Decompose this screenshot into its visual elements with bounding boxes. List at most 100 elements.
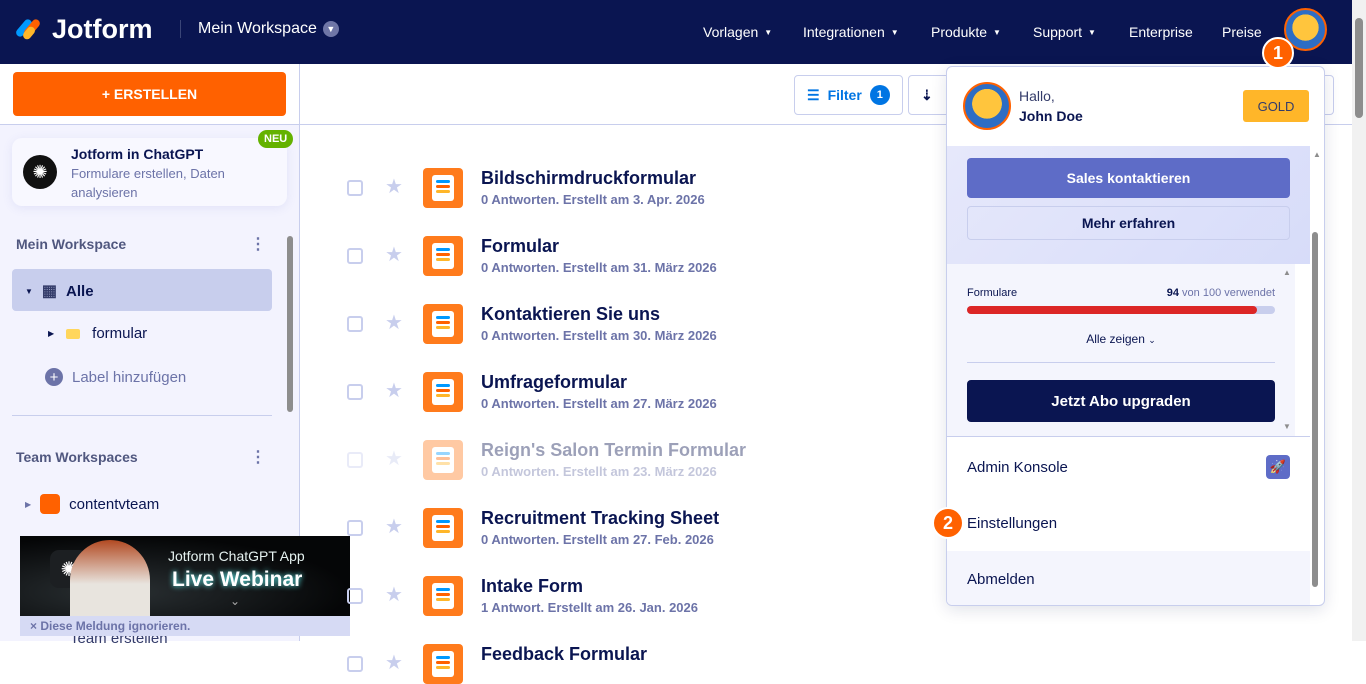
star-icon[interactable]: ★ <box>385 584 403 606</box>
form-row[interactable]: ★ Recruitment Tracking Sheet 0 Antworten… <box>300 478 940 548</box>
my-workspace-heading: Mein Workspace <box>16 236 127 252</box>
nav-produkte[interactable]: Produkte ▼ <box>931 24 1001 40</box>
jotform-logo-icon <box>14 16 42 44</box>
nav-label: Enterprise <box>1129 24 1193 40</box>
form-meta: 0 Antworten. Erstellt am 31. März 2026 <box>481 260 717 275</box>
contact-sales-button[interactable]: Sales kontaktieren <box>967 158 1290 198</box>
show-all-label: Alle zeigen <box>1086 332 1145 346</box>
sidebar-item-alle-bg <box>12 269 272 311</box>
promo-title: Jotform in ChatGPT <box>71 146 204 162</box>
upgrade-button[interactable]: Jetzt Abo upgraden <box>967 380 1275 422</box>
grid-icon: ▦ <box>41 283 58 300</box>
form-icon <box>423 644 463 684</box>
item-label: Label hinzufügen <box>72 368 187 386</box>
star-icon[interactable]: ★ <box>385 652 403 674</box>
item-label: contentvteam <box>69 495 160 513</box>
form-title[interactable]: Intake Form <box>481 576 584 596</box>
star-icon[interactable]: ★ <box>385 516 403 538</box>
form-row[interactable]: ★ Bildschirmdruckformular 0 Antworten. E… <box>300 138 940 208</box>
scroll-up-arrow[interactable]: ▲ <box>1283 268 1291 277</box>
nav-label: Integrationen <box>803 24 885 40</box>
add-label-button[interactable]: + Label hinzufügen <box>45 368 186 386</box>
banner-image: ✺ Jotform ChatGPT App Live Webinar ⌄ <box>20 536 350 616</box>
sidebar-item-formular[interactable]: ▶ formular <box>48 325 147 342</box>
chevron-down-icon: ▼ <box>993 27 1001 37</box>
select-checkbox[interactable] <box>347 452 363 468</box>
form-title[interactable]: Kontaktieren Sie uns <box>481 304 661 324</box>
select-checkbox[interactable] <box>347 180 363 196</box>
select-checkbox[interactable] <box>347 384 363 400</box>
create-button[interactable]: + ERSTELLEN <box>13 72 286 116</box>
sidebar-item-alle[interactable]: ▼ ▦ Alle <box>25 281 94 301</box>
chatgpt-promo-card[interactable]: ✺ Jotform in ChatGPT Formulare erstellen… <box>12 138 287 206</box>
workspace-switcher[interactable]: Mein Workspace ▼ <box>180 20 339 38</box>
select-checkbox[interactable] <box>347 520 363 536</box>
more-options-icon[interactable]: ⋮ <box>250 449 266 466</box>
nav-integrationen[interactable]: Integrationen ▼ <box>803 24 899 40</box>
form-icon <box>423 304 463 344</box>
star-icon[interactable]: ★ <box>385 244 403 266</box>
form-row[interactable]: ★ Formular 0 Antworten. Erstellt am 31. … <box>300 206 940 276</box>
scrollbar-thumb[interactable] <box>1355 18 1363 118</box>
form-title[interactable]: Recruitment Tracking Sheet <box>481 508 720 528</box>
menu-label: Einstellungen <box>967 514 1058 532</box>
filter-button[interactable]: ☰ Filter 1 <box>794 75 903 115</box>
star-icon[interactable]: ★ <box>385 176 403 198</box>
learn-more-button[interactable]: Mehr erfahren <box>967 206 1290 240</box>
star-icon[interactable]: ★ <box>385 380 403 402</box>
select-checkbox[interactable] <box>347 588 363 604</box>
new-badge: NEU <box>258 130 294 148</box>
menu-item-settings[interactable]: Einstellungen <box>947 495 1310 551</box>
nav-support[interactable]: Support ▼ <box>1033 24 1096 40</box>
scroll-down-arrow[interactable]: ▼ <box>1283 422 1291 431</box>
more-options-icon[interactable]: ⋮ <box>250 236 266 253</box>
sidebar-item-contentvteam[interactable]: ▶ contentvteam <box>25 494 159 514</box>
form-meta: 0 Antworten. Erstellt am 27. Feb. 2026 <box>481 532 714 547</box>
sidebar-scrollbar[interactable] <box>287 236 293 412</box>
form-title[interactable]: Feedback Formular <box>481 644 648 664</box>
select-checkbox[interactable] <box>347 656 363 672</box>
star-icon[interactable]: ★ <box>385 448 403 470</box>
nav-preise[interactable]: Preise <box>1222 24 1262 40</box>
dismiss-banner[interactable]: × Diese Meldung ignorieren. <box>20 616 350 636</box>
jotform-logo[interactable]: Jotform <box>14 14 153 45</box>
upgrade-promo: Sales kontaktieren Mehr erfahren <box>947 146 1310 264</box>
divider <box>947 436 1310 437</box>
nav-label: Vorlagen <box>703 24 759 40</box>
form-row[interactable]: ★ Umfrageformular 0 Antworten. Erstellt … <box>300 342 940 412</box>
dropdown-scrollbar[interactable] <box>1312 232 1318 587</box>
banner-line2: Live Webinar <box>172 568 303 591</box>
form-row[interactable]: ★ Intake Form 1 Antwort. Erstellt am 26.… <box>300 546 940 616</box>
brand-name: Jotform <box>52 14 153 44</box>
page-scrollbar[interactable] <box>1352 0 1366 641</box>
banner-line1: Jotform ChatGPT App <box>168 548 305 564</box>
form-row[interactable]: ★ Feedback Formular <box>300 614 940 684</box>
nav-vorlagen[interactable]: Vorlagen ▼ <box>703 24 772 40</box>
select-checkbox[interactable] <box>347 316 363 332</box>
form-title[interactable]: Reign's Salon Termin Formular <box>481 440 746 460</box>
divider <box>967 362 1275 363</box>
divider <box>12 415 272 416</box>
caret-right-icon: ▶ <box>25 499 32 509</box>
sort-icon: ⇣ <box>921 86 933 103</box>
item-label: Alle <box>66 282 94 300</box>
nav-enterprise[interactable]: Enterprise <box>1129 24 1193 40</box>
form-row[interactable]: ★ Kontaktieren Sie uns 0 Antworten. Erst… <box>300 274 940 344</box>
usage-label: Formulare <box>967 287 1018 299</box>
webinar-banner[interactable]: ✺ Jotform ChatGPT App Live Webinar ⌄ × D… <box>20 536 350 636</box>
scroll-up-arrow[interactable]: ▲ <box>1313 150 1321 159</box>
filter-icon: ☰ <box>807 86 820 103</box>
toolbar: ☰ Filter 1 ⇣ <box>300 64 1352 125</box>
form-title[interactable]: Bildschirmdruckformular <box>481 168 697 188</box>
select-checkbox[interactable] <box>347 248 363 264</box>
menu-item-admin-console[interactable]: Admin Konsole 🚀 <box>947 439 1310 495</box>
form-row[interactable]: ★ Reign's Salon Termin Formular 0 Antwor… <box>300 410 940 480</box>
team-icon <box>40 494 61 514</box>
menu-item-logout[interactable]: Abmelden <box>947 551 1310 605</box>
show-all-button[interactable]: Alle zeigen ⌄ <box>947 332 1295 346</box>
form-title[interactable]: Umfrageformular <box>481 372 628 392</box>
user-name: John Doe <box>1019 108 1083 124</box>
star-icon[interactable]: ★ <box>385 312 403 334</box>
chevron-down-icon: ▼ <box>322 21 339 37</box>
form-title[interactable]: Formular <box>481 236 560 256</box>
